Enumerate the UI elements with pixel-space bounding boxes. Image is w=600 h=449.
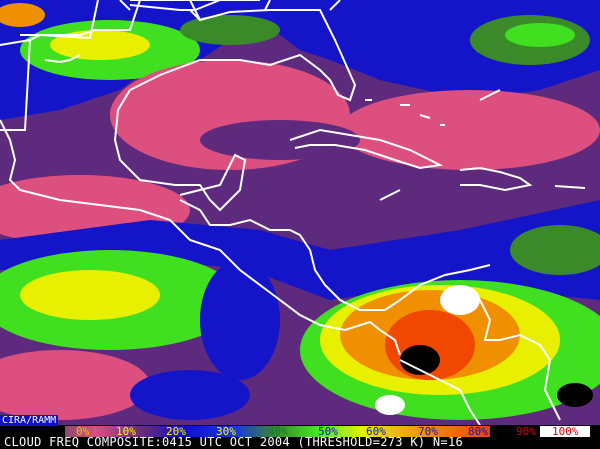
image-caption: CLOUD FREQ COMPOSITE:0415 UTC OCT 2004 (…	[4, 435, 464, 449]
colorbar	[0, 426, 600, 437]
colorbar-label-70: 70%	[418, 425, 438, 438]
cloud-frequency-map	[0, 0, 600, 425]
colorbar-label-100: 100%	[552, 425, 579, 438]
colorbar-label-60: 60%	[366, 425, 386, 438]
credit-label: CIRA/RAMM	[0, 415, 59, 426]
colorbar-label-20: 20%	[166, 425, 186, 438]
colorbar-label-90: 90%	[516, 425, 536, 438]
colorbar-label-0: 0%	[76, 425, 90, 438]
colorbar-label-80: 80%	[468, 425, 488, 438]
colorbar-label-40: 40%	[268, 425, 288, 438]
colorbar-gradient	[65, 426, 490, 437]
colorbar-100-swatch	[540, 426, 590, 437]
coastlines	[0, 0, 586, 425]
colorbar-label-10: 10%	[116, 425, 136, 438]
colorbar-label-50: 50%	[318, 425, 338, 438]
colorbar-label-30: 30%	[216, 425, 236, 438]
